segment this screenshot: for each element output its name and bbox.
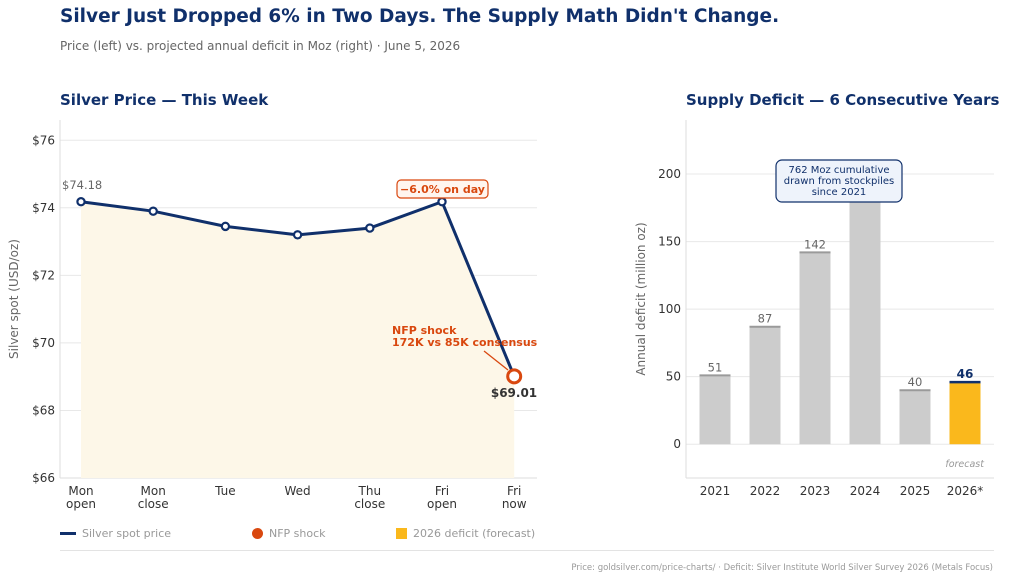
legend-square-swatch	[396, 528, 407, 539]
legend-item-shock: NFP shock	[252, 527, 326, 540]
page-title: Silver Just Dropped 6% in Two Days. The …	[60, 6, 780, 27]
price-ytick-label: $74	[32, 201, 55, 215]
deficit-ytick-label: 0	[673, 437, 681, 451]
deficit-bar	[699, 375, 731, 445]
legend-label-shock: NFP shock	[269, 527, 326, 540]
price-xtick-label: now	[502, 497, 527, 511]
price-point	[220, 221, 231, 232]
deficit-value-label: 40	[908, 375, 923, 389]
price-chart-title: Silver Price — This Week	[60, 91, 269, 109]
forecast-note: forecast	[945, 459, 985, 470]
nfp-shock-point	[506, 368, 523, 385]
deficit-ytick-label: 50	[666, 370, 681, 384]
price-point	[148, 206, 158, 216]
price-xtick-label: open	[66, 497, 96, 511]
legend-line-swatch	[60, 532, 76, 535]
price-point	[76, 197, 86, 207]
cumulative-callout-box	[775, 159, 903, 203]
shock-annotation-line1: NFP shock	[392, 324, 457, 337]
price-point	[365, 223, 375, 233]
price-xtick-label: close	[354, 497, 385, 511]
price-xtick-label: close	[138, 497, 169, 511]
price-xtick-label: Thu	[358, 484, 382, 498]
deficit-xtick-label: 2026*	[947, 484, 984, 498]
deficit-ytick-label: 100	[658, 302, 681, 316]
footer-divider	[60, 550, 994, 551]
deficit-value-label: 51	[708, 360, 723, 374]
price-xtick-label: open	[427, 497, 457, 511]
price-xtick-label: Tue	[214, 484, 236, 498]
deficit-bar	[949, 382, 981, 445]
start-price-label: $74.18	[62, 178, 102, 192]
price-y-axis-title: Silver spot (USD/oz)	[7, 239, 21, 359]
deficit-bar	[899, 390, 931, 445]
deficit-bar	[799, 252, 831, 445]
legend-item-forecast: 2026 deficit (forecast)	[396, 527, 535, 540]
price-ytick-label: $68	[32, 403, 55, 417]
deficit-y-axis-title: Annual deficit (million oz)	[634, 222, 648, 375]
deficit-bar	[749, 326, 781, 445]
deficit-xtick-label: 2022	[750, 484, 781, 498]
price-xtick-label: Mon	[68, 484, 93, 498]
shock-annotation-line2: 172K vs 85K consensus	[392, 336, 538, 349]
price-area-fill	[81, 201, 515, 479]
deficit-value-label: 142	[804, 237, 826, 251]
price-xtick-label: Fri	[507, 484, 521, 498]
deficit-ytick-label: 200	[658, 167, 681, 181]
deficit-xtick-label: 2024	[850, 484, 881, 498]
deficit-value-label: 87	[758, 312, 773, 326]
cumulative-callout-text: 762 Moz cumulative	[788, 165, 889, 176]
drop-badge-box	[396, 179, 489, 199]
deficit-ytick-label: 150	[658, 235, 681, 249]
price-xtick-label: Mon	[141, 484, 166, 498]
legend-label-forecast: 2026 deficit (forecast)	[413, 527, 536, 540]
deficit-xtick-label: 2023	[800, 484, 831, 498]
cumulative-callout-text: drawn from stockpiles	[784, 176, 895, 187]
shock-annotation-arrow	[483, 350, 509, 371]
deficit-bar	[849, 201, 881, 445]
price-ytick-label: $70	[32, 336, 55, 350]
legend-label-price: Silver spot price	[82, 527, 172, 540]
price-ytick-label: $72	[32, 268, 55, 282]
drop-badge-text: −6.0% on day	[400, 183, 485, 196]
price-ytick-label: $76	[32, 133, 55, 147]
legend-dot-swatch	[252, 528, 263, 539]
price-xtick-label: Wed	[285, 484, 311, 498]
end-price-label: $69.01	[491, 386, 537, 400]
deficit-value-label: 46	[957, 367, 974, 381]
price-point	[437, 197, 447, 207]
deficit-xtick-label: 2025	[900, 484, 931, 498]
price-point	[292, 230, 303, 240]
page-subtitle: Price (left) vs. projected annual defici…	[60, 39, 461, 53]
deficit-xtick-label: 2021	[700, 484, 731, 498]
price-ytick-label: $66	[32, 471, 55, 485]
source-note: Price: goldsilver.com/price-charts/ · De…	[571, 563, 993, 573]
cumulative-callout-text: since 2021	[812, 187, 867, 198]
legend-item-price: Silver spot price	[60, 527, 171, 540]
deficit-chart-title: Supply Deficit — 6 Consecutive Years	[686, 91, 1000, 109]
price-xtick-label: Fri	[435, 484, 449, 498]
